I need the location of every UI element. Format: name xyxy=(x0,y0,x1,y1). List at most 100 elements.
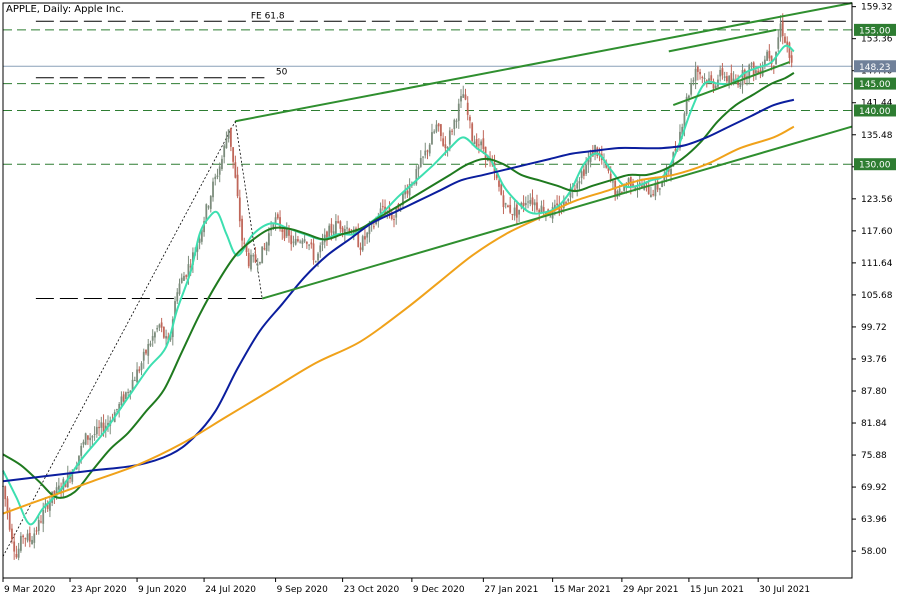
candle-body xyxy=(652,194,655,196)
candle-body xyxy=(712,80,715,89)
candle-body xyxy=(339,221,342,229)
candle-body xyxy=(681,126,684,135)
candle-body xyxy=(518,209,521,215)
candle-body xyxy=(359,247,362,250)
candle-body xyxy=(236,174,239,197)
candle-body xyxy=(453,119,456,129)
candle-body xyxy=(502,195,505,208)
candle-body xyxy=(692,80,695,82)
candle-body xyxy=(732,78,735,83)
candle-body xyxy=(357,230,360,247)
candle-body xyxy=(440,124,442,137)
candle-body xyxy=(245,243,248,253)
candle-body xyxy=(147,344,150,356)
candle-body xyxy=(703,77,706,79)
candle-body xyxy=(431,132,433,145)
candle-body xyxy=(80,445,83,456)
candle-body xyxy=(585,164,588,174)
candle-body xyxy=(477,144,480,146)
candle-body xyxy=(529,200,532,204)
candle-body xyxy=(402,193,404,206)
candle-body xyxy=(252,255,255,257)
candle-body xyxy=(663,175,666,181)
candle-body xyxy=(129,390,132,394)
candle-body xyxy=(4,486,7,500)
candle-body xyxy=(685,96,688,114)
candle-body xyxy=(471,123,474,141)
candle-body xyxy=(366,232,369,238)
candle-body xyxy=(223,145,226,158)
y-tick-label: 69.92 xyxy=(861,483,887,493)
x-tick-label: 9 Jun 2020 xyxy=(138,585,187,595)
y-tick-label: 123.56 xyxy=(861,195,893,205)
candle-body xyxy=(308,244,310,246)
candle-body xyxy=(482,138,485,150)
candle-body xyxy=(46,503,49,509)
candle-body xyxy=(755,70,757,74)
candle-body xyxy=(522,202,525,206)
candle-body xyxy=(176,292,179,302)
candle-body xyxy=(136,369,138,383)
candle-body xyxy=(189,266,192,268)
candle-body xyxy=(212,181,214,198)
price-badge xyxy=(854,158,896,171)
candle-body xyxy=(274,217,277,225)
candle-body xyxy=(162,326,165,338)
candle-body xyxy=(596,147,599,157)
candle-body xyxy=(17,548,20,558)
candle-body xyxy=(37,519,40,531)
candle-body xyxy=(82,441,85,445)
y-tick-label: 159.32 xyxy=(861,3,893,13)
candle-body xyxy=(272,224,275,228)
candle-body xyxy=(33,533,36,543)
candle-body xyxy=(343,228,346,235)
candle-body xyxy=(225,137,228,149)
candle-body xyxy=(701,76,704,78)
candle-body xyxy=(317,253,319,261)
candle-body xyxy=(301,240,304,244)
candle-body xyxy=(766,51,768,61)
level-badges: 155.00 145.00 140.00 130.00 148.23 xyxy=(854,23,896,171)
candle-body xyxy=(183,275,185,281)
candle-body xyxy=(498,180,500,187)
candle-body xyxy=(504,203,507,205)
candle-body xyxy=(361,236,364,251)
candle-body xyxy=(424,150,427,156)
candle-body xyxy=(13,541,16,552)
candle-body xyxy=(580,171,583,179)
candle-body xyxy=(238,197,241,222)
candle-body xyxy=(35,530,38,532)
candle-body xyxy=(433,131,436,133)
candle-body xyxy=(91,436,94,438)
trend-line xyxy=(261,125,853,300)
candle-body xyxy=(200,229,203,242)
candle-body xyxy=(31,539,33,544)
candle-body xyxy=(748,64,751,80)
candle-body xyxy=(694,68,697,81)
candle-body xyxy=(788,42,791,58)
trend-line xyxy=(235,2,853,123)
y-tick-label: 105.68 xyxy=(861,291,893,301)
candle-body xyxy=(524,203,527,206)
candle-body xyxy=(42,510,45,524)
candle-body xyxy=(346,227,348,229)
fib-level-label: FE 61.8 xyxy=(251,11,285,21)
price-badge xyxy=(854,104,896,117)
price-badge-label: 130.00 xyxy=(859,161,891,171)
candle-body xyxy=(469,116,471,121)
candle-body xyxy=(674,149,677,152)
candle-body xyxy=(761,65,764,76)
candle-body xyxy=(55,487,58,496)
candle-body xyxy=(444,144,447,149)
candle-body xyxy=(475,139,478,148)
candle-body xyxy=(341,227,344,232)
candle-body xyxy=(214,176,217,180)
candle-body xyxy=(326,231,328,241)
candle-body xyxy=(777,37,780,49)
candle-body xyxy=(203,221,205,233)
candle-body xyxy=(319,245,322,253)
candle-body xyxy=(696,66,699,72)
x-tick-label: 9 Sep 2020 xyxy=(277,585,329,595)
candle-body xyxy=(98,426,100,429)
